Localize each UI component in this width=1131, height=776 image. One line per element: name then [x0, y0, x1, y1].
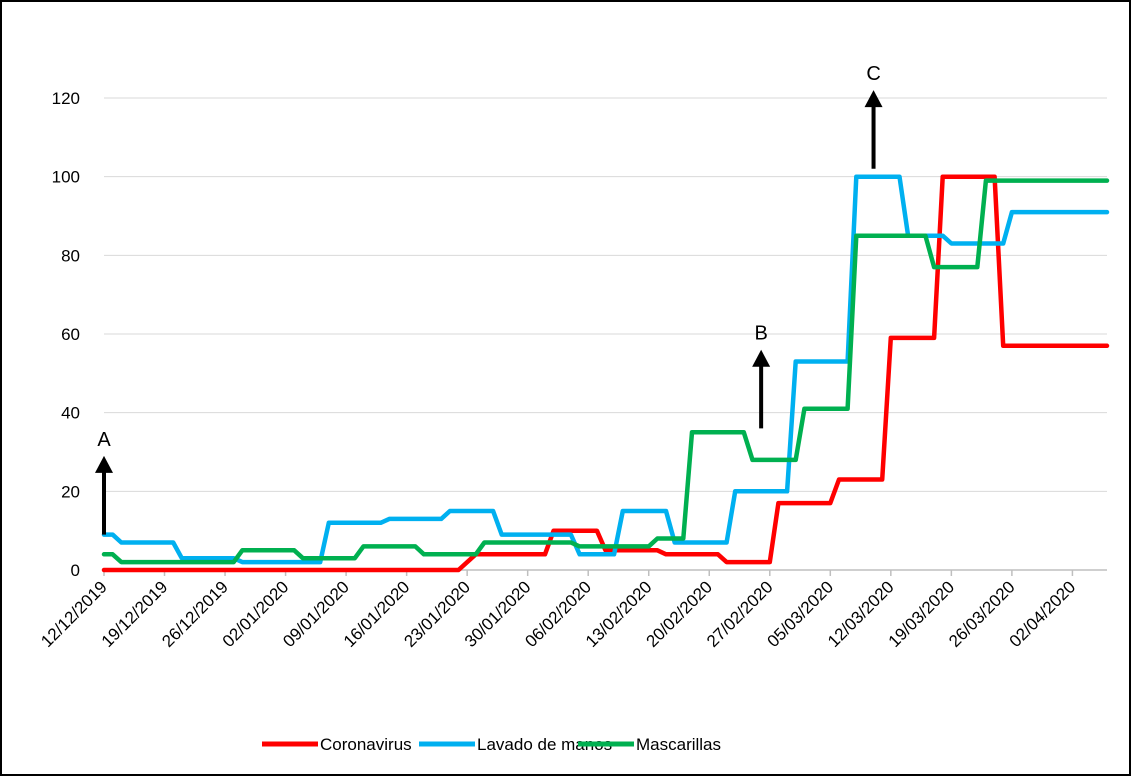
series-line-mascarillas: [101, 178, 1110, 565]
annotation-label: A: [97, 429, 111, 451]
legend: Coronavirus Lavado de manos Mascarillas: [262, 735, 721, 754]
legend-label: Mascarillas: [636, 735, 721, 754]
annotation-arrow-head: [95, 455, 113, 473]
series-lines: [101, 174, 1110, 573]
y-axis: 0 20 40 60 80 100 120: [52, 89, 80, 580]
annotation-label: B: [754, 323, 767, 345]
annotation-arrow-head: [752, 349, 771, 367]
y-tick-label: 40: [61, 404, 80, 423]
y-tick-label: 100: [52, 168, 80, 187]
y-tick-label: 120: [52, 89, 80, 108]
series-line-coronavirus: [101, 174, 1110, 573]
series-line-lavado-de-manos: [101, 174, 1110, 565]
y-tick-label: 20: [61, 482, 80, 501]
y-tick-label: 60: [61, 325, 80, 344]
y-tick-label: 0: [71, 561, 80, 580]
y-tick-label: 80: [61, 246, 80, 265]
annotations: A B C: [95, 63, 883, 535]
grid-lines: [104, 97, 1107, 492]
legend-label: Lavado de manos: [477, 735, 612, 754]
x-tick-label: 02/04/2020: [1006, 577, 1080, 651]
legend-label: Coronavirus: [320, 735, 412, 754]
annotation-arrow-head: [864, 90, 883, 108]
annotation-label: C: [866, 63, 880, 85]
x-axis: 12/12/201919/12/201926/12/201902/01/2020…: [37, 569, 1107, 651]
